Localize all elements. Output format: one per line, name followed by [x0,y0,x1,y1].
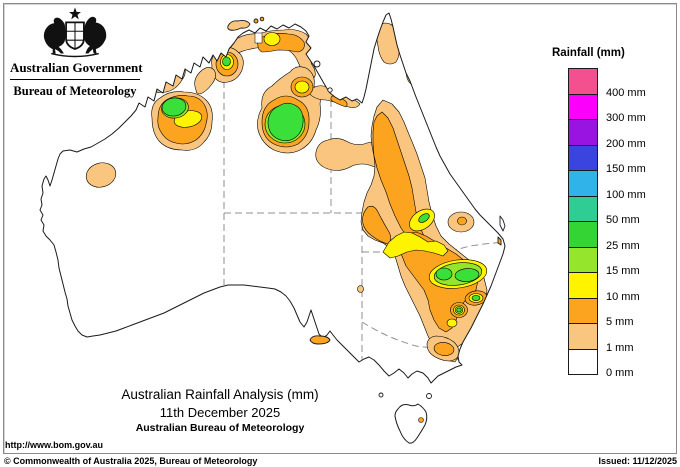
commonwealth-star-icon [69,7,81,20]
header-divider [10,79,140,80]
legend-label: 25 mm [606,239,640,252]
stradbroke-island [497,236,502,246]
legend-color-swatch [568,144,598,171]
coastline [39,12,506,384]
legend-color-swatch [568,272,598,299]
legend-label: 0 mm [606,367,634,379]
wessel-island [253,18,259,24]
king-island [378,392,384,398]
legend-color-swatch [568,221,598,248]
groote-eylandt [313,60,321,68]
bom-url: http://www.bom.gov.au [5,440,103,450]
mornington-island [327,87,333,93]
australia-rainfall-map [39,12,506,444]
shield-icon [65,21,85,51]
copyright-text: © Commonwealth of Australia 2025, Bureau… [4,456,258,466]
map-frame [3,3,677,454]
emu-icon [83,16,107,54]
government-title: Australian Government [10,60,143,75]
legend-color-swatch [568,93,598,120]
legend-label: 15 mm [606,265,640,277]
legend-label: 50 mm [606,214,640,226]
map-organisation: Australian Bureau of Meteorology [135,422,305,434]
legend-label: 10 mm [606,290,640,303]
legend-label: 100 mm [606,188,646,201]
fraser-island [499,215,506,232]
legend-color-swatch [568,195,598,222]
tasmania-rain-spot [418,417,424,423]
legend-color-swatch [568,119,598,146]
legend-label: 5 mm [606,316,634,328]
legend-label: 150 mm [606,163,646,175]
map-date: 11th December 2025 [159,405,281,420]
flinders-island [426,393,432,399]
islands [227,16,506,399]
crest-base [51,52,99,58]
coat-of-arms-icon [43,7,107,58]
legend-color-swatch [568,297,598,324]
government-header: Australian Government Bureau of Meteorol… [10,6,143,99]
legend-color-swatch [568,246,598,273]
legend-color-swatch [568,68,598,95]
kangaroo-island [309,335,331,345]
legend-color-swatch [568,348,598,375]
legend-title: Rainfall (mm) [552,47,625,59]
tasmania [394,403,428,444]
legend-color-swatch [568,323,598,350]
kangaroo-icon [43,17,66,54]
legend-label: 400 mm [606,86,646,99]
legend-label: 200 mm [606,137,646,150]
legend-label: 300 mm [606,112,646,124]
melville-island [227,19,251,31]
top-end-gap [254,32,263,44]
legend-label: 1 mm [606,341,634,354]
wessel-island [259,16,265,22]
legend-color-swatch [568,170,598,197]
issued-date: Issued: 11/12/2025 [598,456,677,466]
map-title: Australian Rainfall Analysis (mm) [121,387,319,402]
bureau-title: Bureau of Meteorology [13,84,137,98]
state-borders [223,59,505,363]
